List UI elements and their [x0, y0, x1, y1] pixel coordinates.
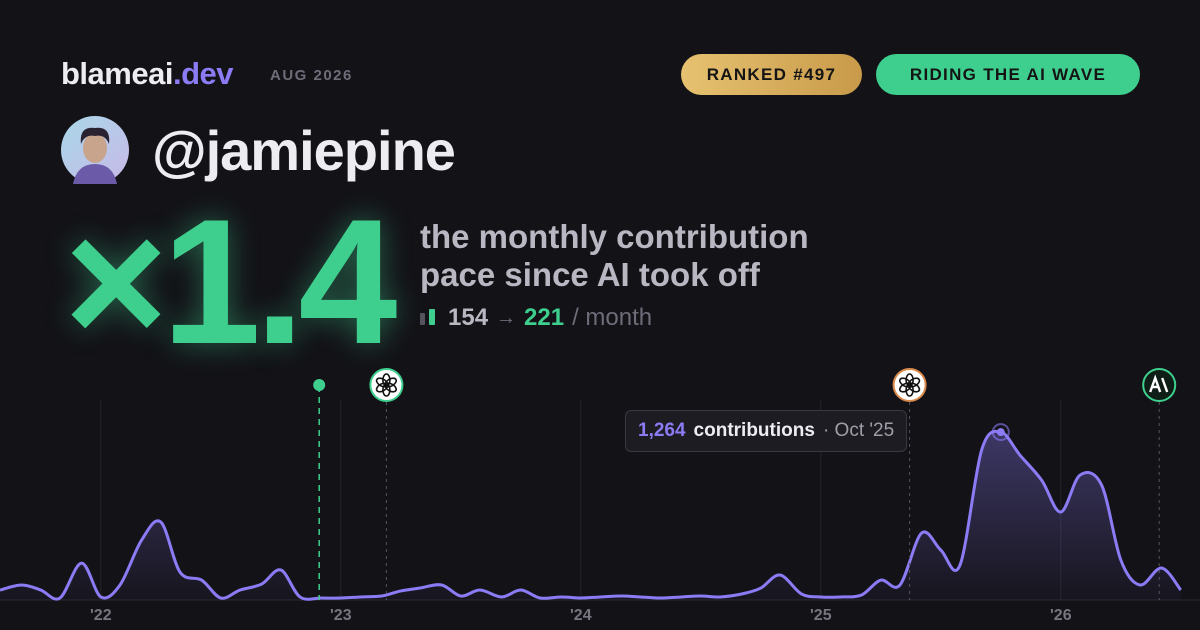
tooltip: 1,264 contributions · Oct '25 [625, 410, 908, 452]
event-icon [1149, 374, 1169, 393]
event-marker [369, 368, 404, 600]
event-marker [892, 368, 927, 600]
event-marker [1142, 368, 1177, 600]
tooltip-value: 1,264 [638, 420, 686, 441]
pace: 154 → 221 / month [420, 304, 652, 332]
x-tick-label: '25 [810, 607, 832, 624]
event-icon-ring [892, 368, 927, 402]
x-tick-label: '26 [1050, 607, 1072, 624]
event-icon [375, 377, 389, 388]
pace-from: 154 [448, 304, 489, 331]
brand: blameai.dev [61, 56, 233, 92]
highlight-dot [996, 428, 1005, 437]
x-tick-label: '22 [90, 607, 112, 624]
pace-unit: / month [572, 304, 653, 331]
chart: '22 '23 '24 '25 '26 [0, 368, 1200, 624]
event-icon [898, 377, 912, 388]
brand-suffix: .dev [172, 56, 234, 91]
brand-name: blameai [61, 56, 173, 91]
event-dot [313, 379, 326, 391]
pace-icon [420, 309, 435, 325]
tooltip-text: contributions [693, 420, 815, 441]
multiplier: ×1.4 [64, 182, 397, 381]
event-icon-ring [1142, 368, 1177, 402]
highlight-ring [991, 423, 1010, 442]
rank-badge: RANKED #497 [681, 54, 862, 95]
event-icon-ring [369, 368, 404, 402]
line [0, 429, 1182, 601]
description: pace since AI took off [420, 256, 760, 293]
event-marker [313, 379, 326, 600]
x-tick-label: '24 [570, 607, 592, 624]
tooltip-date: · Oct '25 [822, 420, 895, 441]
area-fill [0, 431, 1181, 600]
pace-arrow: → [496, 306, 517, 329]
status-badge: RIDING THE AI WAVE [876, 54, 1140, 95]
date: AUG 2026 [270, 67, 353, 84]
handle: @jamiepine [152, 119, 456, 182]
description: the monthly contribution [420, 218, 809, 255]
avatar [61, 116, 129, 184]
pace-to: 221 [524, 304, 565, 331]
x-tick-label: '23 [330, 607, 352, 624]
